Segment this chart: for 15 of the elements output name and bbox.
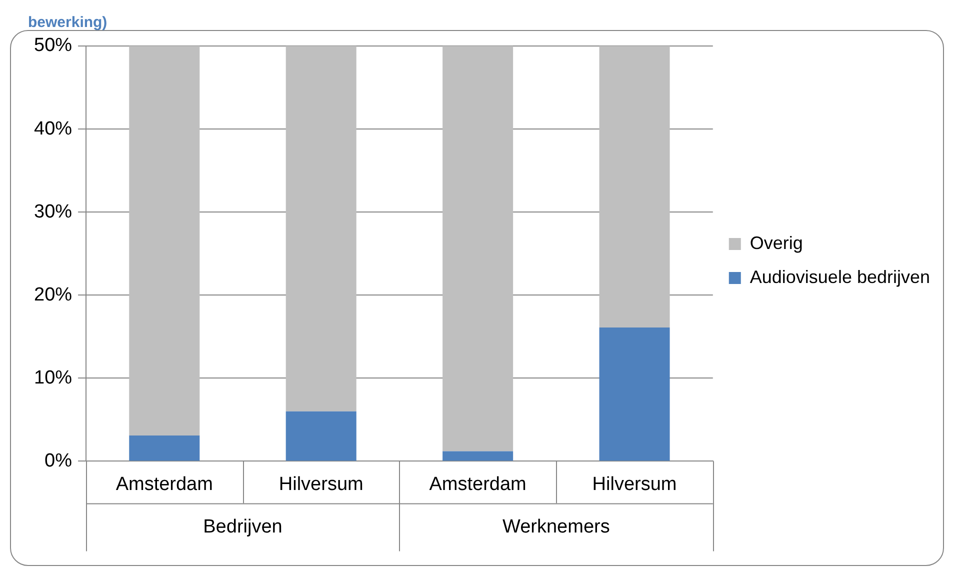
text: Werknemers — [502, 516, 610, 538]
legend-label: Audiovisuele bedrijven — [750, 266, 930, 287]
y-tick-label: 50% — [34, 35, 72, 56]
y-tick-label: 10% — [34, 367, 72, 388]
x-tick-label: Hilversum — [278, 474, 364, 495]
y-tick-label: 0% — [44, 450, 72, 472]
legend-label: Overig — [750, 232, 803, 253]
y-tick-label: 20% — [34, 284, 72, 306]
text: Bedrijven — [203, 516, 282, 538]
x-tick-label: Hilversum — [592, 474, 677, 495]
y-tick-label: 40% — [34, 118, 72, 140]
y-tick-label: 30% — [34, 201, 72, 222]
x-tick-label: Amsterdam — [116, 474, 213, 495]
chart-title: bewerking) — [28, 14, 108, 32]
x-tick-label: Amsterdam — [429, 474, 526, 495]
